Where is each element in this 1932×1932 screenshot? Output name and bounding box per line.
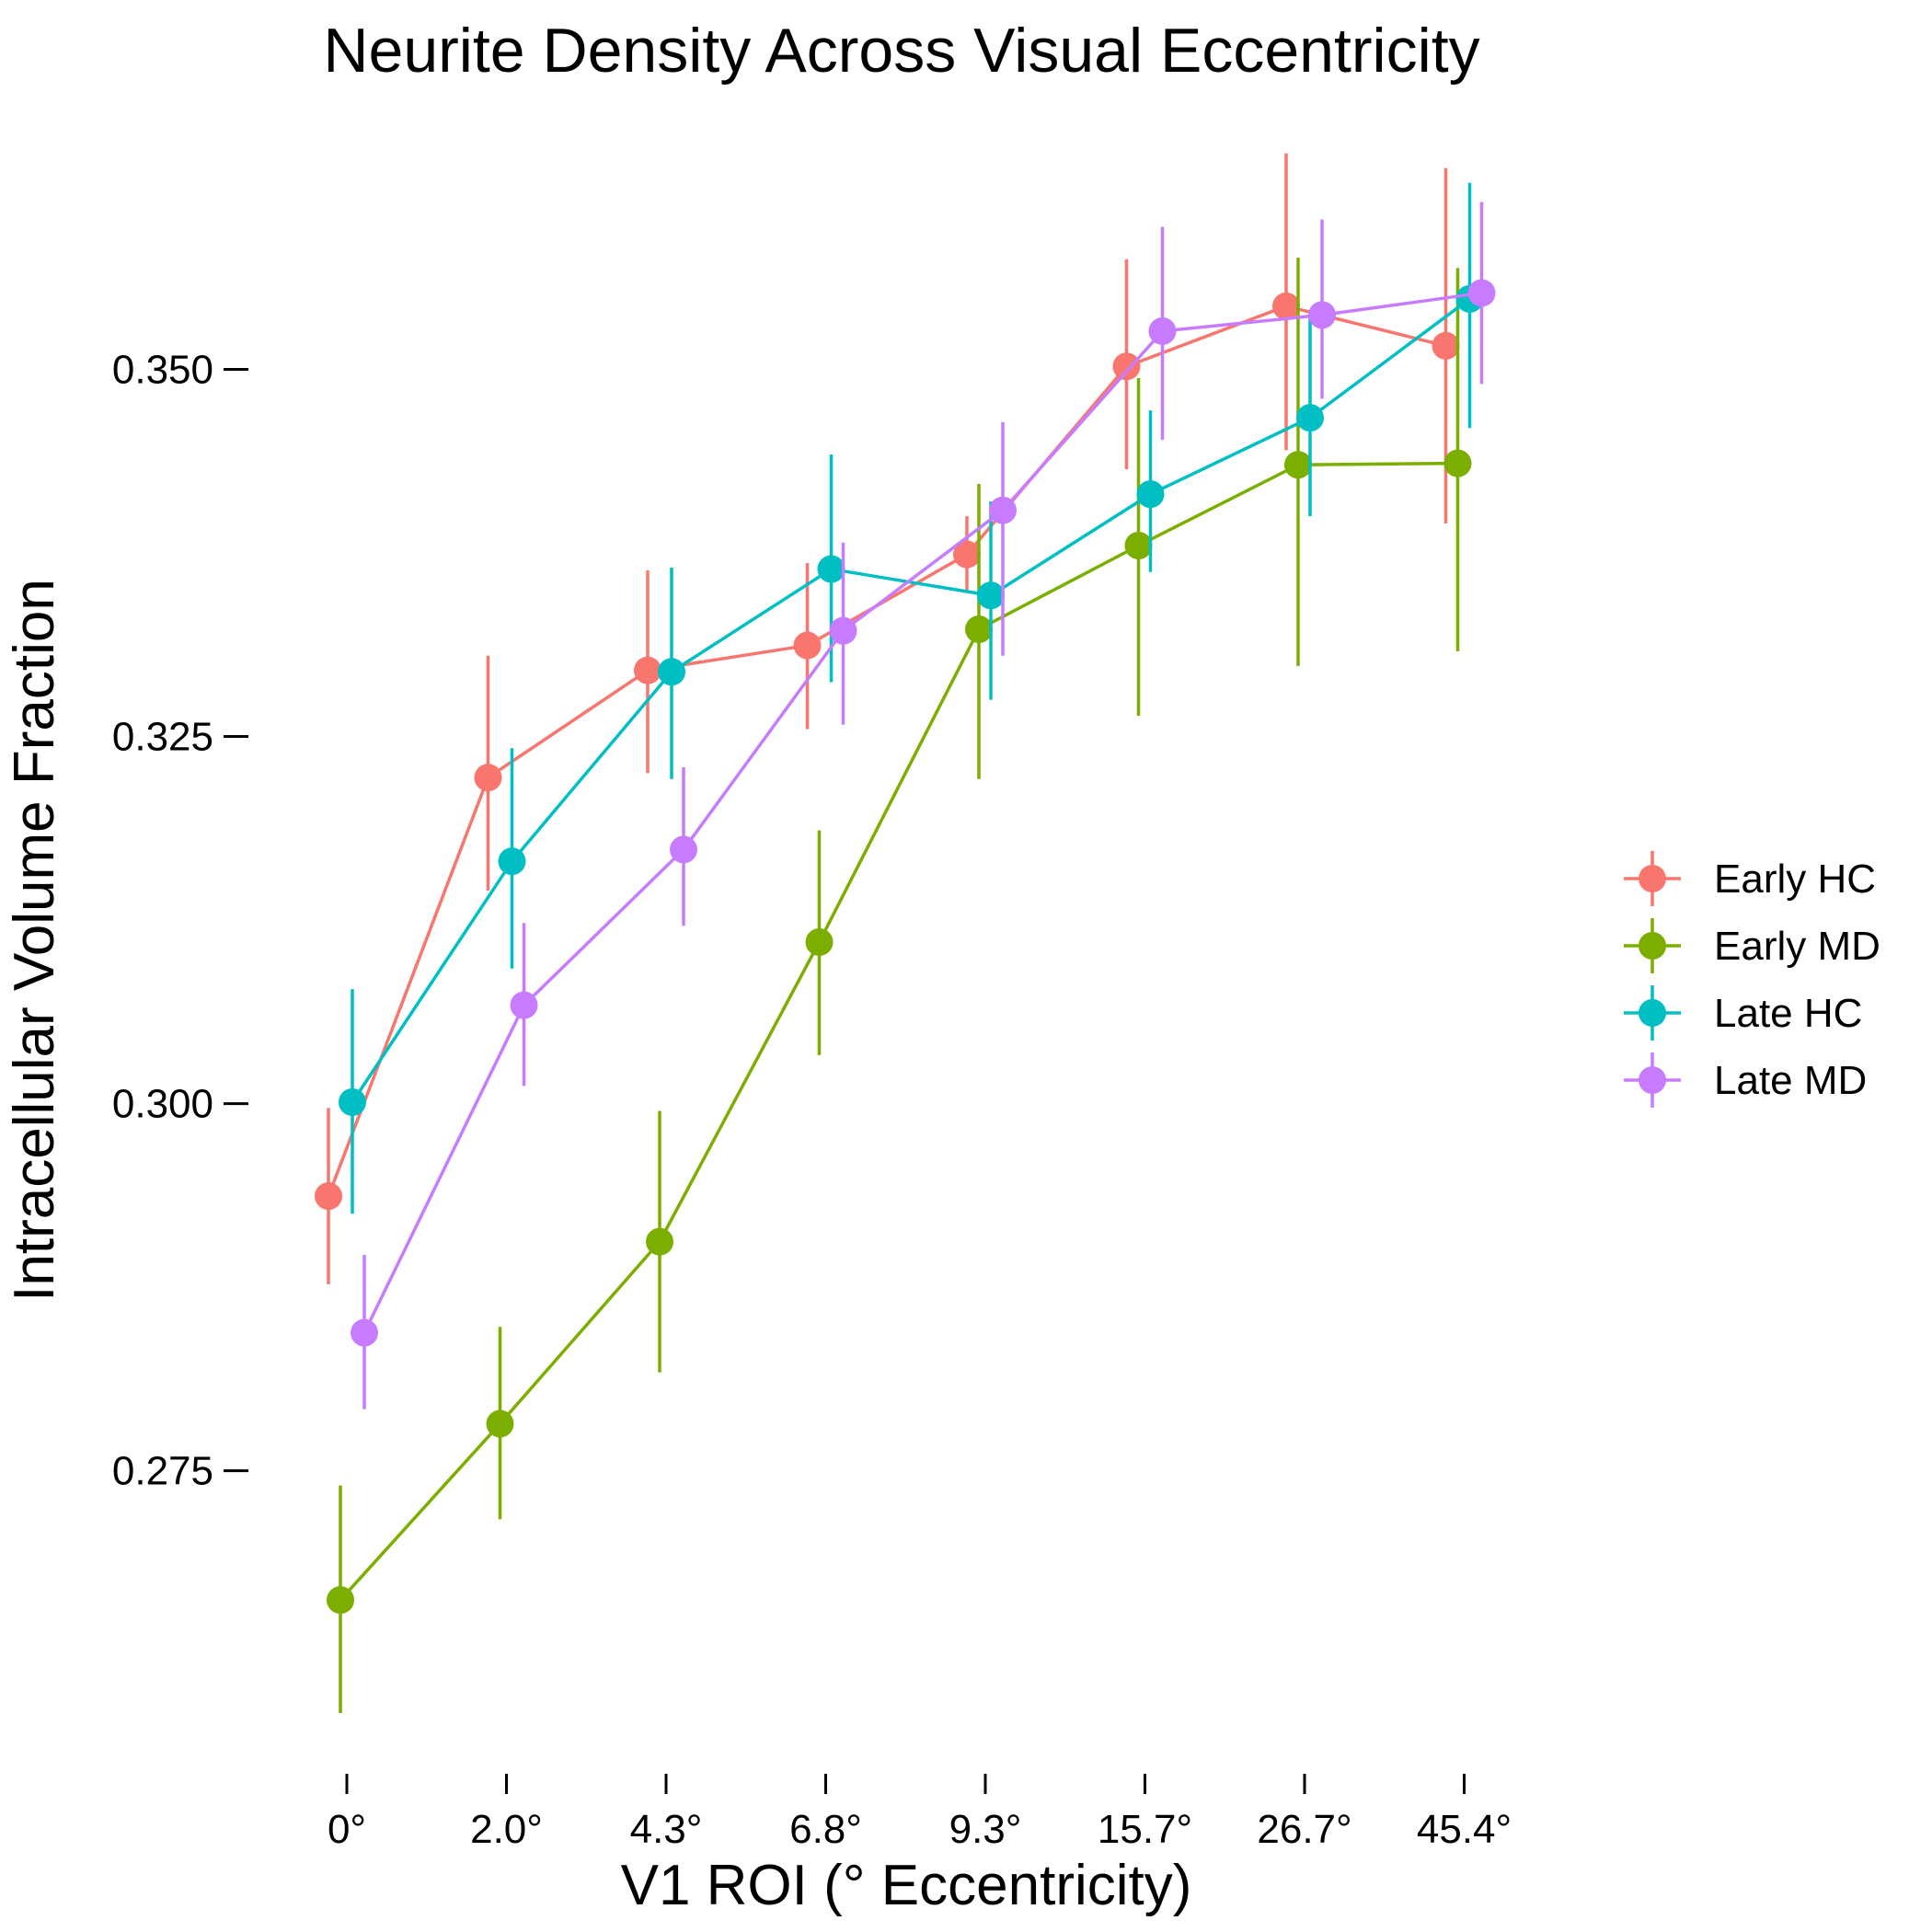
data-point (989, 496, 1017, 524)
legend-item: Early MD (1624, 918, 1880, 973)
x-tick-label: 26.7° (1257, 1807, 1351, 1852)
data-point (965, 615, 993, 643)
x-tick-label: 4.3° (630, 1807, 703, 1852)
y-tick-label: 0.275 (112, 1449, 213, 1494)
data-point (510, 991, 538, 1019)
legend-key-point (1639, 865, 1666, 892)
data-point (634, 656, 661, 684)
data-point (1432, 331, 1460, 360)
y-tick-label: 0.350 (112, 347, 213, 392)
y-tick-group: 0.275 0.300 0.325 0.350 (112, 347, 248, 1494)
x-tick-label: 6.8° (789, 1807, 862, 1852)
legend-label: Early HC (1714, 857, 1876, 902)
x-axis: 0° 2.0° 4.3° 6.8° 9.3° 15.7° 26.7° 45.4° (328, 1774, 1512, 1852)
plot-area (315, 153, 1496, 1714)
legend-label: Late HC (1714, 991, 1862, 1036)
data-point (805, 927, 834, 956)
y-axis-title: Intracellular Volume Fraction (3, 579, 66, 1302)
legend: Early HC Early MD Late HC Late MD (1624, 851, 1880, 1108)
legend-key-point (1639, 932, 1666, 960)
series-early-md (327, 258, 1472, 1714)
series-late-hc (339, 182, 1484, 1214)
data-point (646, 1227, 673, 1256)
series-line (362, 291, 1482, 1334)
data-point (351, 1318, 378, 1347)
legend-item: Late MD (1624, 1052, 1867, 1108)
data-point (1112, 352, 1141, 381)
data-point (953, 540, 981, 569)
legend-label: Early MD (1714, 924, 1880, 969)
data-point (1443, 449, 1472, 477)
legend-item: Early HC (1624, 851, 1876, 906)
y-tick-label: 0.300 (112, 1082, 213, 1127)
data-point (1296, 404, 1324, 432)
x-tick-label: 9.3° (949, 1807, 1022, 1852)
data-point (977, 581, 1005, 610)
x-tick-group: 0° 2.0° 4.3° 6.8° 9.3° 15.7° 26.7° 45.4° (328, 1774, 1512, 1852)
x-tick-label: 15.7° (1098, 1807, 1192, 1852)
x-tick-label: 2.0° (470, 1807, 543, 1852)
series-late-md (351, 201, 1496, 1409)
data-point (315, 1182, 342, 1211)
series-line (327, 305, 1446, 1197)
data-point (327, 1586, 354, 1615)
data-point (829, 616, 857, 645)
x-tick-label: 45.4° (1417, 1807, 1512, 1852)
x-tick-label: 0° (328, 1807, 366, 1852)
series-line (339, 461, 1458, 1602)
data-point (670, 835, 697, 864)
data-point (1308, 301, 1336, 329)
chart-title: Neurite Density Across Visual Eccentrici… (323, 16, 1479, 86)
series-early-hc (315, 153, 1460, 1284)
legend-item: Late HC (1624, 985, 1862, 1041)
data-point (339, 1087, 366, 1116)
data-point (486, 1409, 514, 1438)
data-point (1272, 292, 1300, 320)
data-point (498, 847, 526, 876)
data-point (1136, 480, 1165, 509)
legend-label: Late MD (1714, 1058, 1867, 1103)
legend-key-point (1639, 999, 1666, 1027)
data-point (1148, 316, 1177, 345)
data-point (817, 555, 845, 583)
series-line (351, 297, 1471, 1103)
x-axis-title: V1 ROI (° Eccentricity) (621, 1854, 1192, 1917)
data-point (1124, 532, 1153, 560)
data-point (1467, 279, 1496, 307)
legend-key-point (1639, 1066, 1666, 1094)
data-point (793, 631, 822, 660)
y-axis: 0.275 0.300 0.325 0.350 (112, 347, 248, 1494)
y-tick-label: 0.325 (112, 715, 213, 760)
data-point (658, 658, 685, 686)
data-point (1284, 451, 1312, 479)
data-point (474, 764, 502, 792)
